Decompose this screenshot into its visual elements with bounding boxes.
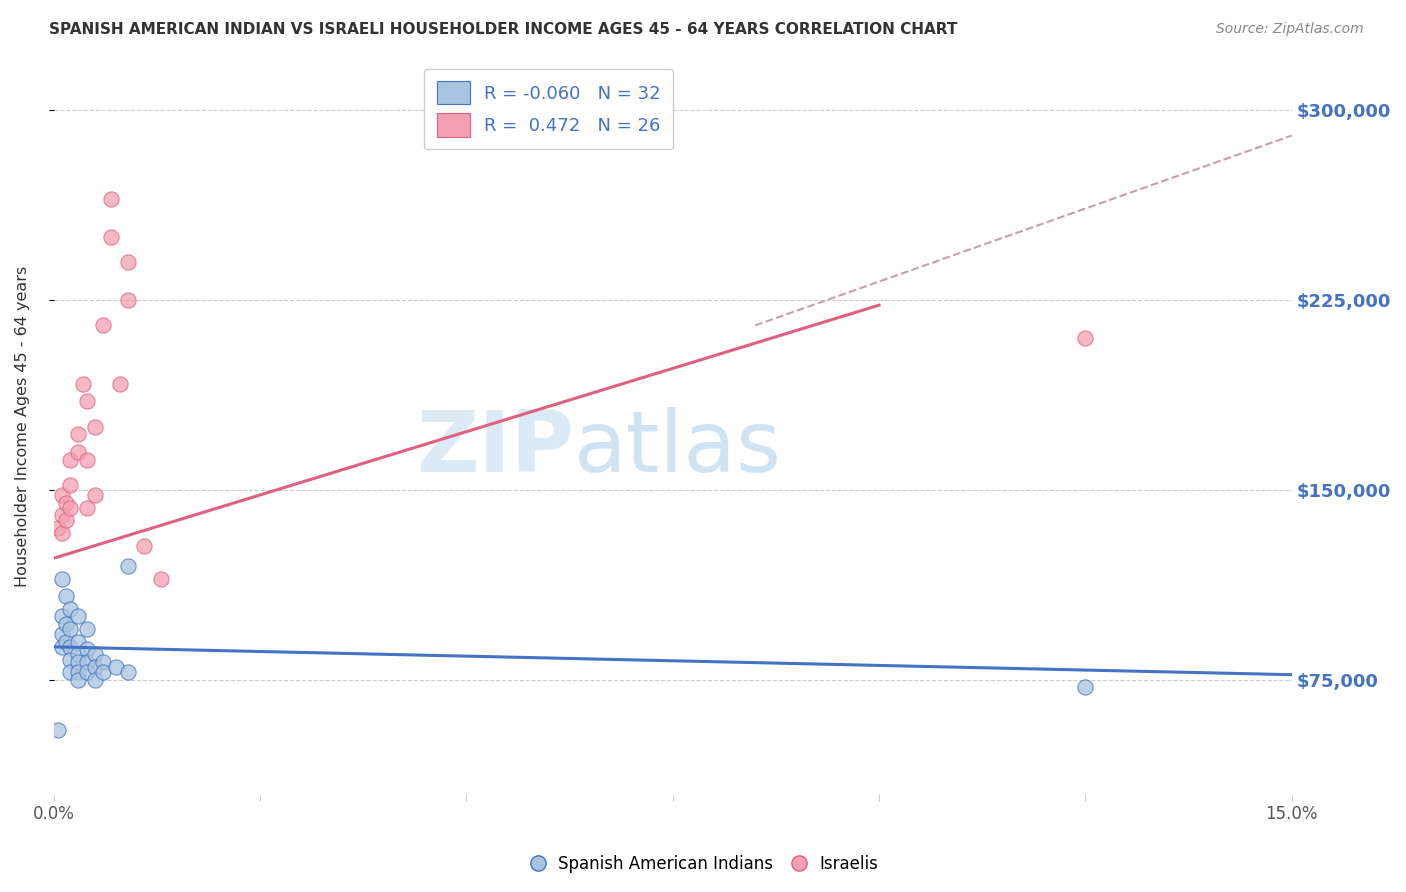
Point [67,445,90,459]
Legend: Spanish American Indians, Israelis: Spanish American Indians, Israelis [522,848,884,880]
Point [59,640,82,654]
Point [117,255,139,269]
Point [59,478,82,492]
Point [149,572,172,586]
Point [76,655,98,669]
Point [51,609,73,624]
Point [72,376,94,391]
Point [67,648,90,662]
Point [100,192,122,206]
Point [59,665,82,680]
Point [83,673,105,687]
Text: atlas: atlas [574,407,782,491]
Point [51,508,73,523]
Point [91,655,114,669]
Point [59,500,82,515]
Text: Source: ZipAtlas.com: Source: ZipAtlas.com [1216,22,1364,37]
Point [83,660,105,674]
Point [83,419,105,434]
Point [55,589,77,603]
Point [51,627,73,641]
Point [1074,331,1097,345]
Point [104,660,127,674]
Point [55,617,77,632]
Point [59,622,82,636]
Point [67,635,90,649]
Point [76,500,98,515]
Point [83,488,105,502]
Point [83,648,105,662]
Point [46,723,69,738]
Point [67,673,90,687]
Point [67,655,90,669]
Point [117,558,139,573]
Point [117,665,139,680]
Point [76,622,98,636]
Point [117,293,139,307]
Point [59,452,82,467]
Point [108,376,131,391]
Point [59,602,82,616]
Point [67,665,90,680]
Point [67,609,90,624]
Point [51,572,73,586]
Point [76,642,98,657]
Point [46,521,69,535]
Point [1074,681,1097,695]
Point [100,229,122,244]
Point [51,488,73,502]
Point [55,495,77,509]
Point [51,525,73,540]
Text: ZIP: ZIP [416,407,574,491]
Point [67,427,90,442]
Point [134,539,156,553]
Legend: R = -0.060   N = 32, R =  0.472   N = 26: R = -0.060 N = 32, R = 0.472 N = 26 [425,69,673,149]
Point [59,652,82,666]
Point [55,513,77,527]
Point [76,394,98,409]
Point [91,318,114,333]
Point [76,452,98,467]
Y-axis label: Householder Income Ages 45 - 64 years: Householder Income Ages 45 - 64 years [15,266,30,587]
Text: SPANISH AMERICAN INDIAN VS ISRAELI HOUSEHOLDER INCOME AGES 45 - 64 YEARS CORRELA: SPANISH AMERICAN INDIAN VS ISRAELI HOUSE… [49,22,957,37]
Point [55,635,77,649]
Point [51,640,73,654]
Point [91,665,114,680]
Point [76,665,98,680]
